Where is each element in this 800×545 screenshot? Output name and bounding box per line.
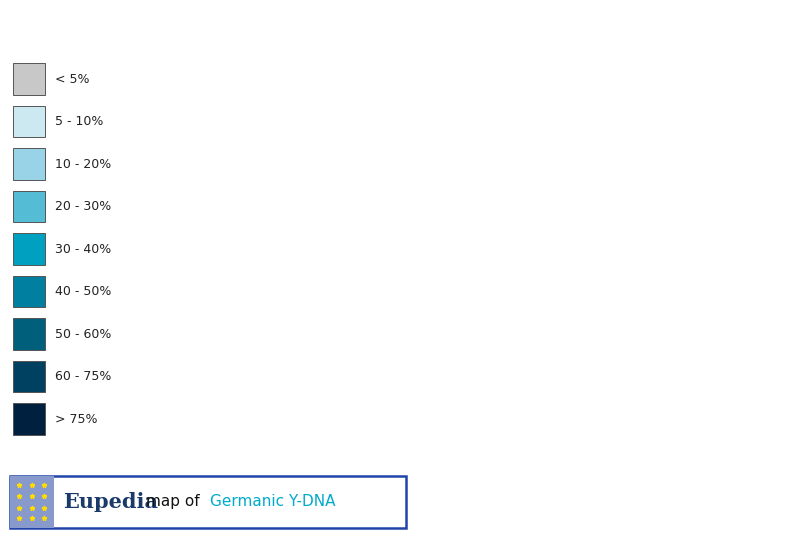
Text: > 75%: > 75%	[55, 413, 98, 426]
Bar	[10, 476, 54, 528]
Bar	[13, 233, 45, 265]
Text: map of: map of	[146, 494, 199, 509]
Text: Germanic Y-DNA: Germanic Y-DNA	[210, 494, 335, 509]
Bar	[13, 276, 45, 307]
Text: Eupedia: Eupedia	[63, 492, 158, 512]
Bar	[13, 106, 45, 137]
Bar	[13, 361, 45, 392]
Text: 50 - 60%: 50 - 60%	[55, 328, 111, 341]
Text: < 5%: < 5%	[55, 72, 90, 86]
Text: 5 - 10%: 5 - 10%	[55, 115, 103, 128]
Bar	[13, 191, 45, 222]
Text: 20 - 30%: 20 - 30%	[55, 200, 111, 213]
Bar	[13, 318, 45, 350]
Text: 40 - 50%: 40 - 50%	[55, 285, 111, 298]
Bar	[13, 148, 45, 180]
Bar	[13, 63, 45, 95]
Text: 60 - 75%: 60 - 75%	[55, 370, 111, 383]
Bar	[10, 476, 406, 528]
Text: 10 - 20%: 10 - 20%	[55, 158, 111, 171]
Text: 30 - 40%: 30 - 40%	[55, 243, 111, 256]
Bar	[13, 403, 45, 435]
